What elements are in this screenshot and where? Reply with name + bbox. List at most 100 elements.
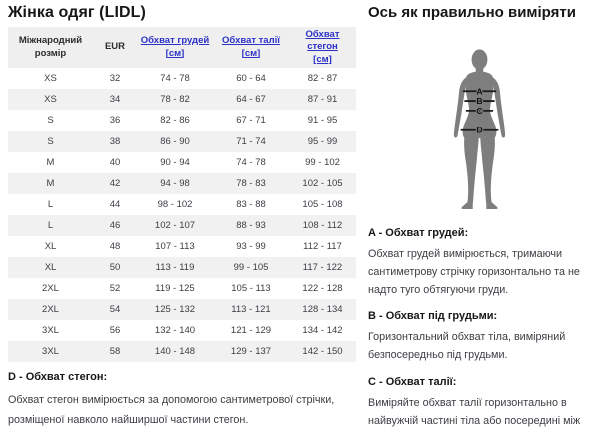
- table-row: XS 32 74 - 78 60 - 64 82 - 87: [8, 68, 356, 89]
- table-row: L 46 102 - 107 88 - 93 108 - 112: [8, 215, 356, 237]
- table-cell: 107 - 113: [155, 241, 195, 253]
- measuring-guide-title: Ось як правильно виміряти: [368, 4, 576, 21]
- table-cell: 99 - 102: [305, 157, 340, 169]
- table-cell: 132 - 140: [154, 325, 196, 337]
- table-cell: 74 - 78: [236, 157, 266, 169]
- figure-label-a: A: [476, 86, 483, 96]
- table-cell: 40: [109, 157, 121, 169]
- table-cell: 48: [109, 241, 121, 253]
- table-cell: S: [47, 136, 54, 148]
- table-cell: 112 - 117: [303, 241, 342, 253]
- table-row: S 36 82 - 86 67 - 71 91 - 95: [8, 110, 356, 131]
- table-cell: 102 - 107: [154, 220, 196, 232]
- table-cell: 108 - 112: [302, 220, 343, 232]
- table-cell: 91 - 95: [307, 115, 338, 127]
- table-cell: 105 - 108: [302, 199, 343, 211]
- table-cell: L: [47, 220, 54, 232]
- female-silhouette-icon: A B C D: [453, 49, 505, 209]
- col-header-hips: Обхват стегон [см]: [289, 27, 356, 69]
- table-cell: 46: [109, 220, 121, 232]
- table-cell: 44: [109, 199, 121, 211]
- table-cell: 87 - 91: [307, 94, 338, 106]
- table-cell: XS: [44, 73, 57, 85]
- table-cell: 121 - 129: [230, 325, 272, 337]
- measurement-descriptions: A - Обхват грудей: Обхват грудей вимірює…: [368, 227, 590, 427]
- table-cell: 119 - 125: [155, 283, 195, 295]
- hips-note-heading: D - Обхват стегон:: [8, 371, 108, 384]
- table-cell: 2XL: [42, 304, 59, 316]
- table-cell: 64 - 67: [236, 94, 266, 106]
- figure-label-b: B: [476, 96, 482, 106]
- table-cell: 56: [109, 325, 121, 337]
- table-cell: 98 - 102: [157, 199, 193, 211]
- table-row: S 38 86 - 90 71 - 74 95 - 99: [8, 131, 356, 153]
- hips-link[interactable]: Обхват стегон [см]: [305, 29, 340, 65]
- table-row: 2XL 52 119 - 125 105 - 113 122 - 128: [8, 278, 356, 299]
- table-cell: 90 - 94: [160, 157, 190, 169]
- table-cell: 3XL: [42, 346, 59, 358]
- table-cell: 42: [109, 178, 121, 190]
- figure-label-c: C: [476, 106, 483, 116]
- table-cell: 78 - 82: [160, 94, 190, 106]
- table-row: 2XL 54 125 - 132 113 - 121 128 - 134: [8, 299, 356, 321]
- size-table-header: Міжнародний розмір EUR Обхват грудей [см…: [8, 27, 356, 69]
- measuring-guide-section: Ось як правильно виміряти: [368, 2, 590, 427]
- hips-note: D - Обхват стегон: Обхват стегон вимірює…: [8, 371, 360, 427]
- table-cell: M: [46, 178, 55, 190]
- measurement-figure: A B C D: [368, 49, 590, 215]
- table-cell: 125 - 132: [154, 304, 196, 316]
- underbust-section-heading: B - Обхват під грудьми:: [368, 310, 498, 323]
- table-row: 3XL 56 132 - 140 121 - 129 134 - 142: [8, 320, 356, 341]
- size-table-section: Жінка одяг (LIDL) Міжнародний розмір EUR…: [8, 2, 360, 427]
- table-cell: 54: [109, 304, 121, 316]
- size-table-body: XS 32 74 - 78 60 - 64 82 - 87 XS 34 78 - 82 64 -…: [8, 68, 356, 363]
- table-cell: M: [46, 157, 55, 169]
- table-cell: 93 - 99: [236, 241, 266, 253]
- table-cell: XS: [44, 94, 57, 106]
- bust-section-body: Обхват грудей вимірюється, тримаючи сант…: [368, 248, 580, 296]
- table-cell: 74 - 78: [160, 73, 190, 85]
- table-cell: 50: [109, 262, 121, 274]
- table-cell: 67 - 71: [236, 115, 266, 127]
- table-cell: 88 - 93: [236, 220, 266, 232]
- table-cell: 105 - 113: [231, 283, 271, 295]
- table-cell: 99 - 105: [233, 262, 269, 274]
- table-cell: XL: [44, 262, 57, 274]
- table-cell: 82 - 87: [307, 73, 338, 85]
- size-table: Міжнародний розмір EUR Обхват грудей [см…: [8, 27, 356, 363]
- table-cell: XL: [44, 241, 57, 253]
- table-cell: 113 - 121: [231, 304, 271, 316]
- table-cell: 102 - 105: [302, 178, 343, 190]
- hips-note-body: Обхват стегон вимірюється за допомогою с…: [8, 394, 335, 426]
- col-header-international-size: Міжнародний розмір: [8, 27, 93, 69]
- table-cell: 86 - 90: [160, 136, 190, 148]
- table-cell: 117 - 122: [302, 262, 343, 274]
- table-cell: 34: [109, 94, 121, 106]
- table-cell: 82 - 86: [160, 115, 190, 127]
- table-cell: 71 - 74: [236, 136, 266, 148]
- table-cell: 3XL: [42, 325, 59, 337]
- table-row: 3XL 58 140 - 148 129 - 137 142 - 150: [8, 341, 356, 363]
- table-cell: 36: [109, 115, 121, 127]
- page-title: Жінка одяг (LIDL): [8, 4, 146, 21]
- table-cell: 38: [109, 136, 121, 148]
- table-cell: 2XL: [42, 283, 59, 295]
- table-row: M 42 94 - 98 78 - 83 102 - 105: [8, 173, 356, 195]
- table-cell: 95 - 99: [307, 136, 338, 148]
- table-cell: 113 - 119: [155, 262, 195, 274]
- table-row: M 40 90 - 94 74 - 78 99 - 102: [8, 152, 356, 173]
- table-cell: 128 - 134: [302, 304, 343, 316]
- table-cell: 60 - 64: [236, 73, 266, 85]
- table-cell: 129 - 137: [230, 346, 272, 358]
- bust-section-heading: A - Обхват грудей:: [368, 227, 469, 239]
- table-row: XL 48 107 - 113 93 - 99 112 - 117: [8, 236, 356, 257]
- waist-link[interactable]: Обхват талії [см]: [222, 35, 280, 59]
- bust-link[interactable]: Обхват грудей [см]: [140, 35, 210, 59]
- col-header-eur: EUR: [93, 27, 137, 69]
- table-cell: 94 - 98: [160, 178, 190, 190]
- col-header-bust: Обхват грудей [см]: [137, 27, 213, 69]
- table-cell: 122 - 128: [302, 283, 343, 295]
- table-row: XL 50 113 - 119 99 - 105 117 - 122: [8, 257, 356, 279]
- table-cell: 134 - 142: [302, 325, 343, 337]
- underbust-section-body: Горизонтальний обхват тіла, виміряний бе…: [368, 331, 566, 362]
